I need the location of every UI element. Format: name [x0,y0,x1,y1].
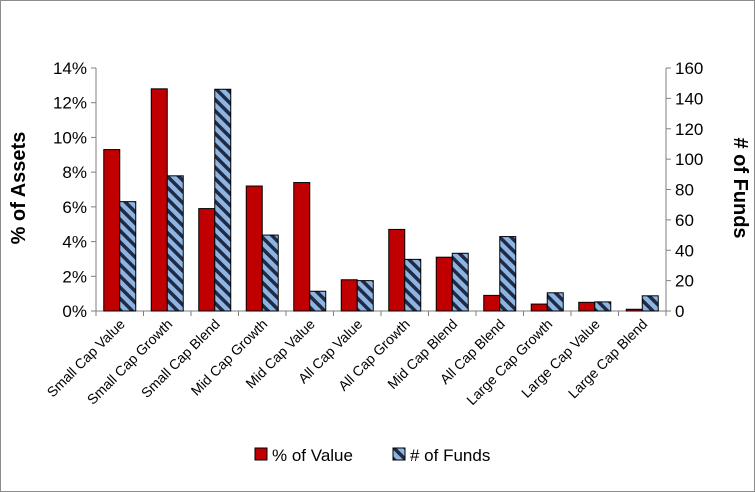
legend-swatch-value [254,447,268,461]
left-tick-label: 6% [62,198,87,217]
bar-num-funds [166,175,184,312]
legend-swatch-funds [392,447,406,461]
bar-num-funds [119,201,137,312]
bar-pct-value [198,208,216,312]
legend-label-funds: # of Funds [410,446,490,465]
bar-pct-value [245,185,263,312]
bar-pct-value [103,149,121,312]
bar-num-funds [594,301,612,312]
right-axis-title: # of Funds [729,137,751,238]
left-tick-label: 14% [53,59,87,78]
bar-pct-value [625,308,643,312]
right-tick-label: 20 [675,272,694,291]
right-tick-label: 140 [675,89,703,108]
bar-pct-value [340,279,358,312]
bar-num-funds [214,88,232,312]
bar-pct-value [483,294,501,312]
left-tick-label: 0% [62,302,87,321]
bar-num-funds [451,252,469,312]
bar-num-funds [404,258,422,312]
right-tick-label: 80 [675,181,694,200]
bar-num-funds [356,280,374,312]
bar-num-funds [309,290,327,312]
left-axis-title: % of Assets [8,132,30,245]
left-tick-label: 2% [62,267,87,286]
x-category-label: Small Cap Growth [84,316,176,408]
left-tick-label: 12% [53,94,87,113]
left-tick-label: 8% [62,163,87,182]
bar-pct-value [150,88,168,312]
right-tick-label: 160 [675,59,703,78]
legend: % of Value # of Funds [254,446,490,465]
left-tick-label: 10% [53,128,87,147]
legend-label-value: % of Value [272,446,353,465]
bar-pct-value [578,301,596,312]
right-tick-label: 100 [675,150,703,169]
bar-pct-value [388,228,406,312]
bar-pct-value [530,303,548,312]
bar-pct-value [435,256,453,312]
right-tick-label: 0 [675,302,684,321]
bar-num-funds [641,295,659,312]
bar-num-funds [546,292,564,312]
x-category-label: Small Cap Value [44,316,128,400]
right-tick-label: 60 [675,211,694,230]
bar-num-funds [499,236,517,312]
bar-pct-value [293,182,311,312]
left-tick-label: 4% [62,233,87,252]
x-category-label: Large Cap Growth [463,316,555,408]
bar-num-funds [261,234,279,312]
right-tick-label: 120 [675,120,703,139]
right-tick-label: 40 [675,241,694,260]
